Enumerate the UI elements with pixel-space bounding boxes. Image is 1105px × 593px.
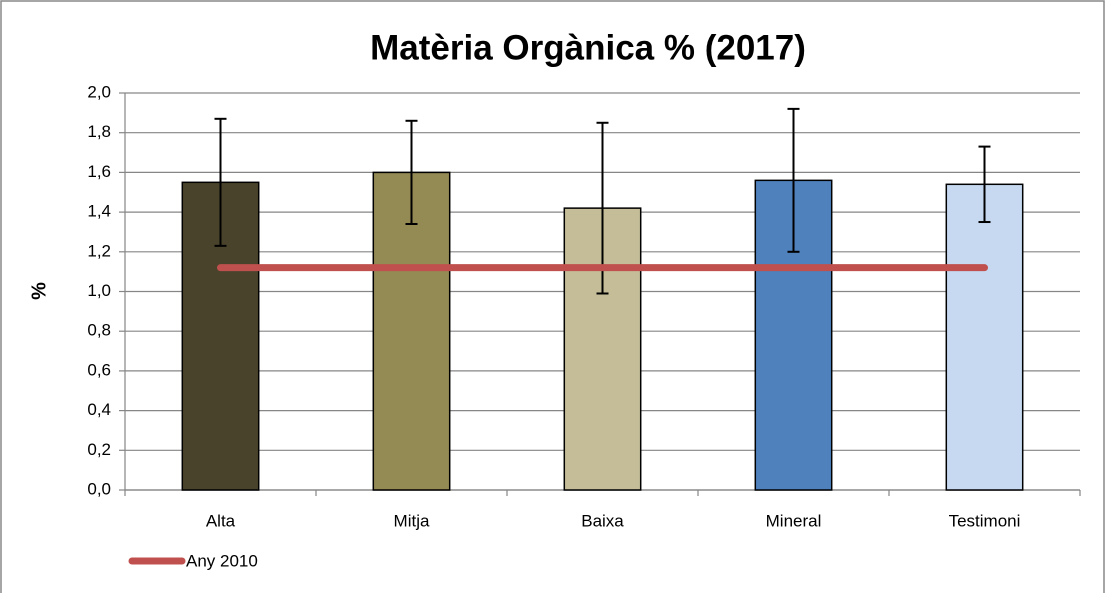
- y-tick-label: 1,0: [87, 281, 111, 300]
- chart-title: Matèria Orgànica % (2017): [370, 28, 806, 67]
- x-tick-label: Mineral: [766, 511, 822, 530]
- x-tick-label: Alta: [206, 511, 236, 530]
- y-tick-label: 0,0: [87, 479, 111, 498]
- legend-label: Any 2010: [186, 551, 258, 570]
- y-tick-label: 1,2: [87, 241, 111, 260]
- x-tick-label: Mitja: [394, 511, 430, 530]
- y-tick-label: 0,6: [87, 360, 111, 379]
- y-axis-label: %: [28, 282, 50, 300]
- y-tick-label: 1,6: [87, 162, 111, 181]
- bar: [945, 183, 1024, 491]
- bar: [372, 171, 451, 491]
- y-tick-label: 0,8: [87, 321, 111, 340]
- y-tick-label: 2,0: [87, 82, 111, 101]
- y-tick-label: 0,2: [87, 440, 111, 459]
- y-tick-label: 0,4: [87, 400, 111, 419]
- x-tick-label: Testimoni: [949, 511, 1021, 530]
- y-tick-label: 1,8: [87, 122, 111, 141]
- y-tick-label: 1,4: [87, 202, 111, 221]
- x-tick-label: Baixa: [581, 511, 624, 530]
